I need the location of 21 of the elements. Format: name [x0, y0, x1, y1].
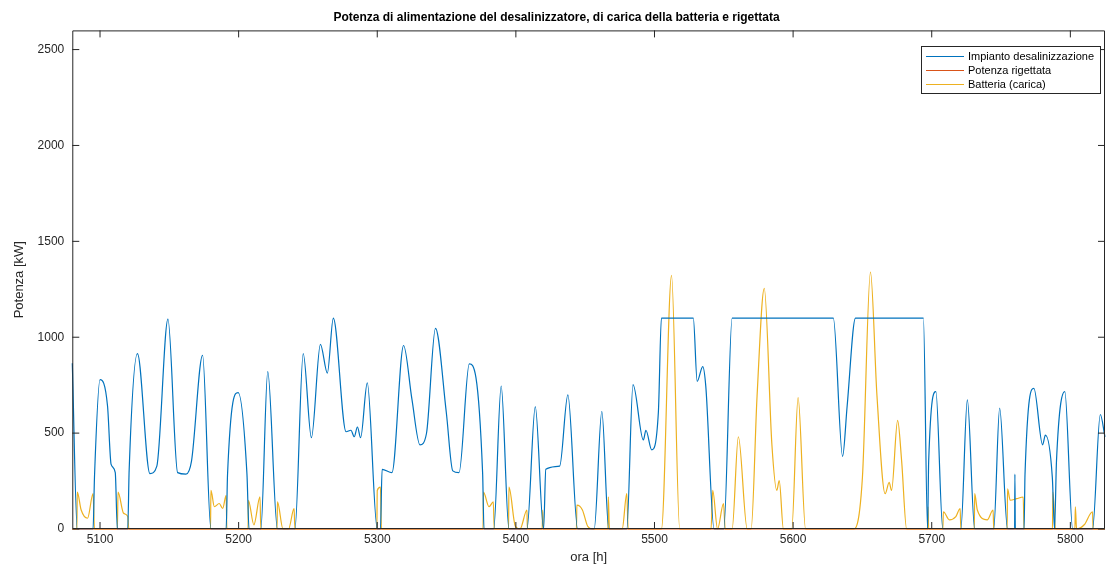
y-tick-label: 1000: [37, 329, 65, 344]
x-tick-label: 5500: [641, 531, 669, 546]
x-tick-label: 5700: [918, 531, 946, 546]
x-tick-label: 5100: [86, 531, 114, 546]
y-axis-title: Potenza [kW]: [11, 241, 27, 319]
x-tick-label: 5200: [225, 531, 253, 546]
chart-title: Potenza di alimentazione del desalinizzatore, di carica della batteria e rigettata: [333, 9, 780, 24]
y-tick-label: 500: [44, 425, 65, 440]
y-tick-label: 1500: [37, 233, 65, 248]
legend-label: Batteria (carica): [968, 77, 1046, 91]
x-tick-label: 5300: [363, 531, 391, 546]
x-axis-title: ora [h]: [570, 548, 608, 564]
legend-label: Impianto desalinizzazione: [968, 49, 1094, 63]
y-tick-label: 2000: [37, 137, 65, 152]
line-series: [71, 317, 1106, 530]
legend-label: Potenza rigettata: [968, 63, 1052, 77]
x-tick-label: 5800: [1056, 531, 1085, 546]
x-tick-label: 5400: [502, 531, 530, 546]
y-tick-label: 0: [57, 521, 65, 536]
x-tick-label: 5600: [779, 531, 807, 546]
y-tick-label: 2500: [37, 41, 65, 56]
